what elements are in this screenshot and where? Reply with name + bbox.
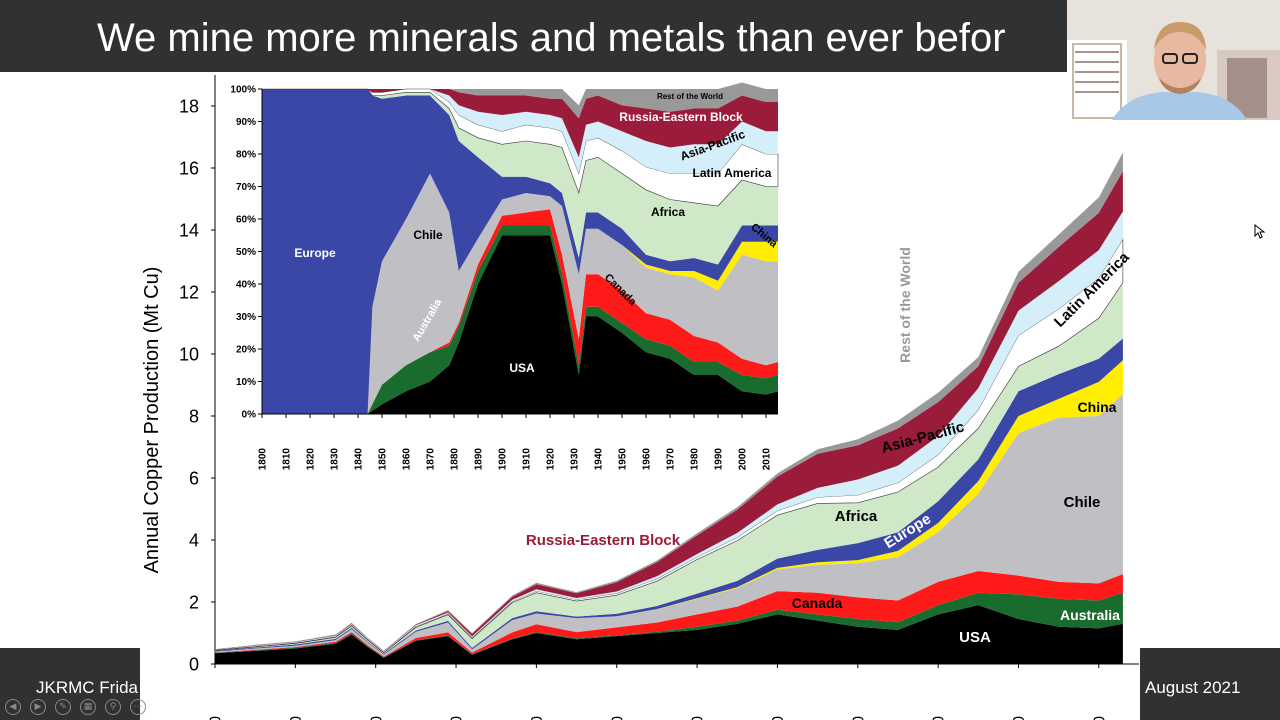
main-area-canada <box>215 571 1123 658</box>
slide-title: We mine more minerals and metals than ev… <box>97 16 1006 60</box>
main-x-tick-label: 1900 <box>208 716 225 720</box>
prev-icon: ◀ <box>9 702 17 712</box>
main-x-tick-label: 1950 <box>609 716 626 720</box>
main-y-tick-label: 14 <box>179 220 199 240</box>
main-y-tick-label: 6 <box>189 468 199 488</box>
main-label-chile: Chile <box>1064 494 1101 511</box>
main-x-tick-label: 1940 <box>529 716 546 720</box>
main-x-tick-label: 2010 <box>1091 716 1108 720</box>
main-label-africa: Africa <box>835 508 878 525</box>
main-area-australia <box>215 592 1123 658</box>
main-label-canada: Canada <box>792 595 843 611</box>
pen-button[interactable]: ✎ <box>55 699 71 715</box>
main-area-chile <box>215 394 1123 657</box>
next-slide-button[interactable]: ▶ <box>30 699 46 715</box>
zoom-button[interactable]: ⚲ <box>105 699 121 715</box>
main-stacked-areas <box>214 152 1124 664</box>
main-label-usa: USA <box>959 629 991 646</box>
main-y-tick-label: 4 <box>189 530 199 550</box>
main-y-tick-label: 8 <box>189 406 199 426</box>
main-x-tick-label: 1960 <box>690 716 707 720</box>
main-label-australia: Australia <box>1060 607 1120 623</box>
pen-icon: ✎ <box>59 702 67 712</box>
prev-slide-button[interactable]: ◀ <box>5 699 21 715</box>
slides-button[interactable]: ▦ <box>80 699 96 715</box>
main-x-tick-label: 1970 <box>770 716 787 720</box>
slides-icon: ▦ <box>83 702 93 712</box>
zoom-icon: ⚲ <box>109 702 117 712</box>
y-axis-label: Annual Copper Production (Mt Cu) <box>141 267 163 574</box>
main-y-tick-label: 2 <box>189 592 199 612</box>
slide-title-bar <box>0 0 1280 72</box>
main-x-tick-label: 1980 <box>850 716 867 720</box>
presenter-video-icon <box>1067 0 1280 120</box>
footer-date: August 2021 <box>1145 678 1241 697</box>
main-x-tick-label: 1930 <box>449 716 466 720</box>
main-tick-labels: 0 2 4 6 8 10 12 14 16 18 1900 1910 1920 1930 1940 1950 1… <box>179 96 1108 720</box>
main-area-usa <box>215 605 1123 664</box>
main-x-tick-label: 1910 <box>288 716 305 720</box>
footer-event-name: JKRMC Frida <box>36 678 139 697</box>
more-button[interactable]: ⋯ <box>130 699 146 715</box>
main-area-africa <box>215 282 1123 654</box>
main-y-tick-label: 0 <box>189 654 199 674</box>
footer-right-panel <box>1140 648 1280 720</box>
next-icon: ▶ <box>34 702 42 712</box>
main-x-tick-label: 1920 <box>368 716 385 720</box>
main-label-china: China <box>1078 399 1117 415</box>
main-label-rest-of-the-world: Rest of the World <box>897 247 913 363</box>
presenter-webcam <box>1067 0 1280 120</box>
main-label-russia-eastern-block: Russia-Eastern Block <box>526 532 681 549</box>
more-icon: ⋯ <box>133 702 143 712</box>
mouse-cursor-icon <box>1254 224 1266 239</box>
main-area-russia-eastern-block <box>215 171 1123 652</box>
main-y-tick-label: 10 <box>179 344 199 364</box>
main-y-tick-label: 18 <box>179 96 199 116</box>
main-y-tick-label: 16 <box>179 158 199 178</box>
main-y-tick-label: 12 <box>179 282 199 302</box>
main-x-tick-label: 1990 <box>931 716 948 720</box>
main-x-tick-label: 2000 <box>1011 716 1028 720</box>
